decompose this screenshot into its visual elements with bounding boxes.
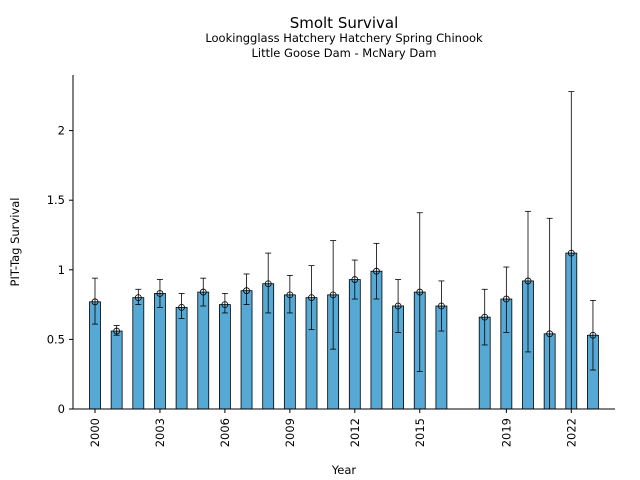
error-bar-2015 xyxy=(416,212,423,372)
error-bar-2008 xyxy=(265,252,272,314)
x-tick-label: 2006 xyxy=(218,418,232,447)
y-tick-label: 1.5 xyxy=(47,193,65,207)
point-marker-2021 xyxy=(546,330,554,338)
point-marker-2006 xyxy=(221,301,229,309)
point-markers-layer xyxy=(91,249,597,339)
bar-2002 xyxy=(132,297,145,410)
point-marker-2008 xyxy=(264,280,272,288)
error-bar-2011 xyxy=(330,240,337,350)
error-bar-2006 xyxy=(221,293,228,314)
point-marker-2003 xyxy=(156,290,164,297)
point-marker-2012 xyxy=(351,276,359,283)
error-bar-2014 xyxy=(395,279,402,333)
bar-2006 xyxy=(218,304,231,410)
y-axis-label: PIT-Tag Survival xyxy=(8,198,22,287)
error-bar-2012 xyxy=(351,259,358,300)
point-marker-2000 xyxy=(91,298,99,306)
error-bar-2010 xyxy=(308,265,315,331)
point-marker-2019 xyxy=(502,295,510,303)
x-tick-label: 2012 xyxy=(348,418,362,447)
bar-2001 xyxy=(110,330,123,410)
x-axis-label: Year xyxy=(331,463,357,477)
bars-layer xyxy=(89,252,599,410)
error-bar-2018 xyxy=(481,288,488,346)
x-tick-label: 2009 xyxy=(283,418,297,447)
x-tick-label: 2003 xyxy=(153,418,167,447)
point-marker-2007 xyxy=(243,287,250,295)
error-bar-2013 xyxy=(373,242,380,300)
y-tick-label: 0 xyxy=(58,402,65,416)
point-marker-2020 xyxy=(524,277,532,285)
bar-2007 xyxy=(240,290,253,410)
error-bar-2007 xyxy=(243,273,250,306)
y-axis-ticks: 0 0.5 1 1.5 2 xyxy=(47,124,73,416)
bar-2003 xyxy=(154,293,166,410)
point-marker-2005 xyxy=(199,288,207,296)
y-tick-label: 0.5 xyxy=(47,332,65,346)
y-tick-label: 2 xyxy=(58,124,65,138)
point-marker-2011 xyxy=(329,291,337,299)
point-marker-2009 xyxy=(286,291,294,299)
point-marker-2013 xyxy=(373,267,380,275)
point-marker-2002 xyxy=(134,294,142,302)
bar-2004 xyxy=(175,306,188,410)
point-marker-2016 xyxy=(437,302,445,310)
error-bar-2020 xyxy=(525,210,531,353)
x-tick-label: 2000 xyxy=(88,418,102,447)
point-marker-2022 xyxy=(567,249,575,257)
point-marker-2001 xyxy=(113,327,121,335)
x-tick-label: 2022 xyxy=(564,418,578,447)
error-bar-2003 xyxy=(156,279,163,308)
chart-subtitle-line-1: Lookingglass Hatchery Hatchery Spring Ch… xyxy=(205,31,483,45)
point-marker-2023 xyxy=(589,331,597,339)
bar-2005 xyxy=(197,291,210,410)
error-bar-2004 xyxy=(178,293,185,319)
error-bar-2016 xyxy=(438,280,445,332)
error-bar-2000 xyxy=(92,277,98,325)
point-marker-2018 xyxy=(481,313,489,321)
point-marker-2014 xyxy=(394,302,402,310)
error-bar-2001 xyxy=(113,325,120,336)
point-marker-2010 xyxy=(308,294,315,302)
chart-subtitle-line-2: Little Goose Dam - McNary Dam xyxy=(251,46,436,60)
x-tick-label: 2019 xyxy=(499,418,513,447)
chart-title: Smolt Survival xyxy=(290,14,399,32)
error-bars-layer xyxy=(92,91,596,410)
error-bar-2009 xyxy=(286,274,293,314)
error-bar-2019 xyxy=(503,266,510,333)
point-marker-2015 xyxy=(416,288,424,296)
error-bar-2023 xyxy=(589,300,596,371)
x-tick-label: 2015 xyxy=(413,418,427,447)
error-bar-2002 xyxy=(135,288,142,306)
y-tick-label: 1 xyxy=(58,263,65,277)
error-bar-2005 xyxy=(200,277,207,307)
x-axis-ticks: 2000 2003 2006 2009 2012 2015 2019 2022 xyxy=(88,409,578,447)
point-marker-2004 xyxy=(178,303,186,311)
